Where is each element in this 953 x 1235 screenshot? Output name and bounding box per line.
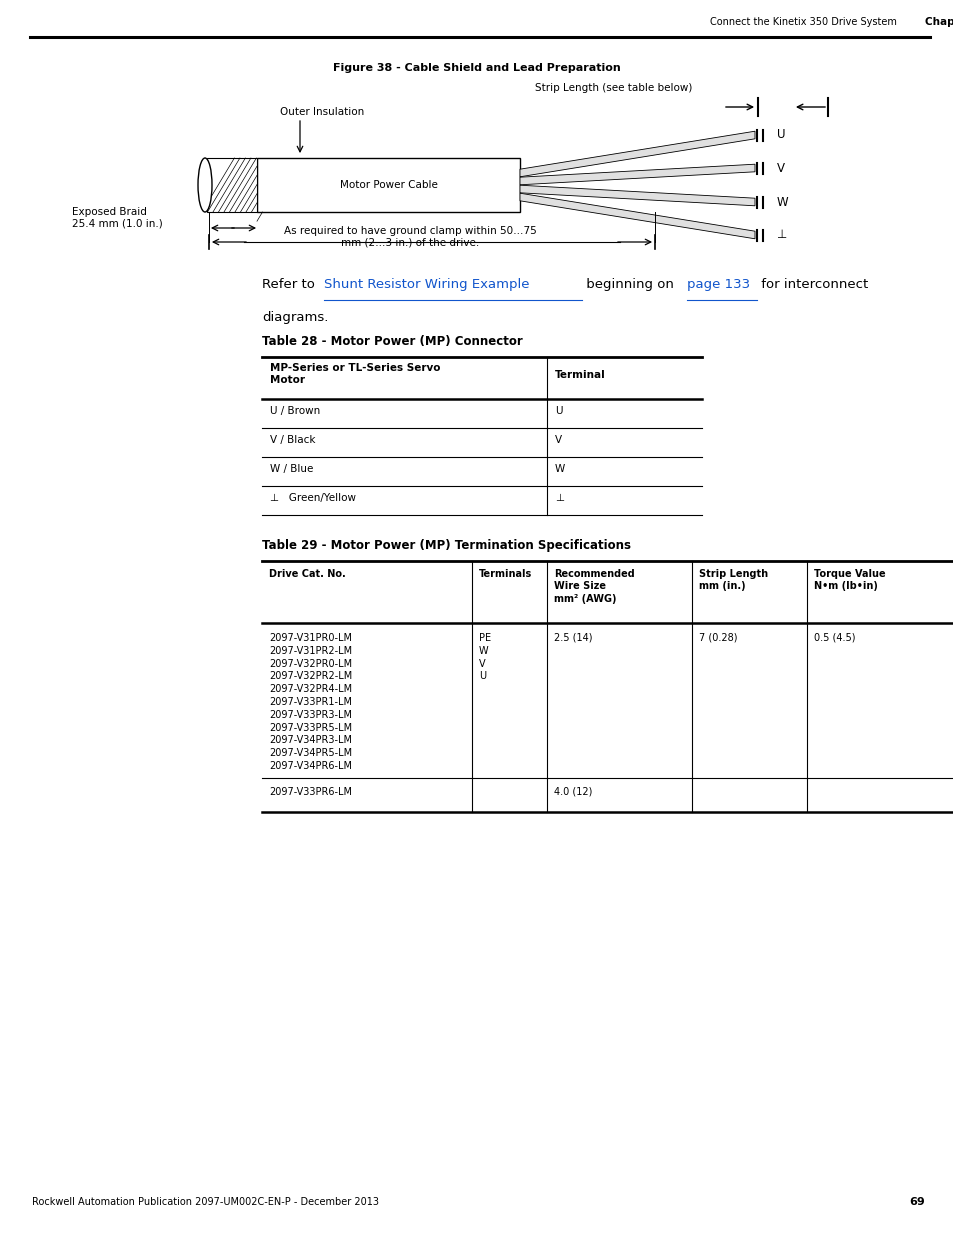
- Text: Strip Length (see table below): Strip Length (see table below): [535, 83, 692, 93]
- Text: W: W: [555, 464, 565, 474]
- Text: Connect the Kinetix 350 Drive System: Connect the Kinetix 350 Drive System: [709, 17, 896, 27]
- Text: Outer Insulation: Outer Insulation: [280, 107, 364, 117]
- Text: Motor Power Cable: Motor Power Cable: [339, 180, 437, 190]
- Text: 7 (0.28): 7 (0.28): [699, 634, 737, 643]
- Text: Table 29 - Motor Power (MP) Termination Specifications: Table 29 - Motor Power (MP) Termination …: [262, 538, 630, 552]
- Text: Rockwell Automation Publication 2097-UM002C-EN-P - December 2013: Rockwell Automation Publication 2097-UM0…: [32, 1197, 378, 1207]
- Text: 4.0 (12): 4.0 (12): [554, 787, 592, 797]
- Text: 0.5 (4.5): 0.5 (4.5): [813, 634, 855, 643]
- Text: MP-Series or TL-Series Servo
Motor: MP-Series or TL-Series Servo Motor: [270, 363, 440, 385]
- Text: ⊥: ⊥: [776, 228, 786, 242]
- Text: diagrams.: diagrams.: [262, 311, 328, 324]
- Text: Strip Length
mm (in.): Strip Length mm (in.): [699, 569, 767, 592]
- Text: for interconnect: for interconnect: [757, 278, 867, 291]
- Text: page 133: page 133: [686, 278, 749, 291]
- Text: V: V: [776, 162, 784, 174]
- Polygon shape: [519, 193, 754, 238]
- Text: ⊥: ⊥: [555, 493, 563, 503]
- Text: W / Blue: W / Blue: [270, 464, 313, 474]
- Text: Drive Cat. No.: Drive Cat. No.: [269, 569, 345, 579]
- Polygon shape: [519, 185, 754, 206]
- Polygon shape: [519, 164, 754, 185]
- Text: Refer to: Refer to: [262, 278, 319, 291]
- Text: As required to have ground clamp within 50…75
mm (2…3 in.) of the drive.: As required to have ground clamp within …: [283, 226, 536, 247]
- Text: U / Brown: U / Brown: [270, 406, 320, 416]
- Text: U: U: [776, 128, 784, 142]
- Polygon shape: [519, 131, 754, 177]
- Text: beginning on: beginning on: [581, 278, 678, 291]
- Text: PE
W
V
U: PE W V U: [478, 634, 491, 682]
- Text: Figure 38 - Cable Shield and Lead Preparation: Figure 38 - Cable Shield and Lead Prepar…: [333, 63, 620, 73]
- Text: 2097-V31PR0-LM
2097-V31PR2-LM
2097-V32PR0-LM
2097-V32PR2-LM
2097-V32PR4-LM
2097-: 2097-V31PR0-LM 2097-V31PR2-LM 2097-V32PR…: [269, 634, 352, 771]
- Text: Exposed Braid
25.4 mm (1.0 in.): Exposed Braid 25.4 mm (1.0 in.): [71, 207, 163, 228]
- Text: U: U: [555, 406, 562, 416]
- Text: V: V: [555, 435, 561, 445]
- Text: V / Black: V / Black: [270, 435, 315, 445]
- Text: 69: 69: [908, 1197, 924, 1207]
- Text: 2097-V33PR6-LM: 2097-V33PR6-LM: [269, 787, 352, 797]
- Text: ⊥   Green/Yellow: ⊥ Green/Yellow: [270, 493, 355, 503]
- Text: W: W: [776, 195, 788, 209]
- Bar: [256, 158, 519, 212]
- Text: Terminal: Terminal: [555, 370, 605, 380]
- Text: Chapter 4: Chapter 4: [924, 17, 953, 27]
- Text: Torque Value
N•m (lb•in): Torque Value N•m (lb•in): [813, 569, 884, 592]
- Text: 2.5 (14): 2.5 (14): [554, 634, 592, 643]
- Ellipse shape: [198, 158, 212, 212]
- Text: Table 28 - Motor Power (MP) Connector: Table 28 - Motor Power (MP) Connector: [262, 335, 522, 348]
- Text: Terminals: Terminals: [478, 569, 532, 579]
- Text: Recommended
Wire Size
mm² (AWG): Recommended Wire Size mm² (AWG): [554, 569, 634, 604]
- Text: Shunt Resistor Wiring Example: Shunt Resistor Wiring Example: [324, 278, 529, 291]
- Bar: [207, 158, 256, 212]
